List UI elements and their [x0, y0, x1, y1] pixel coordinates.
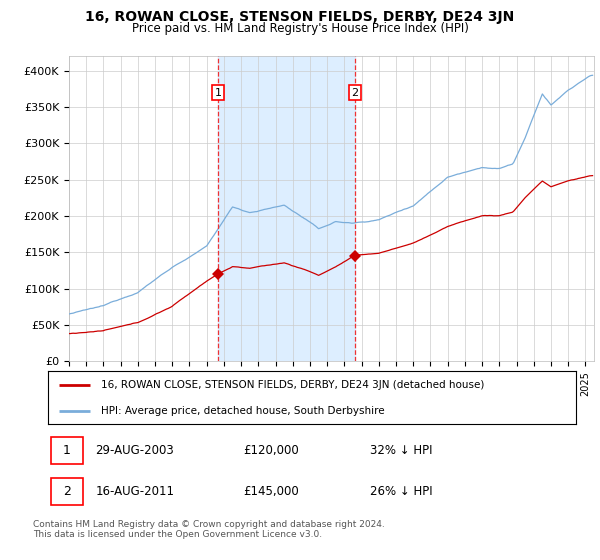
- FancyBboxPatch shape: [50, 437, 83, 464]
- FancyBboxPatch shape: [50, 478, 83, 505]
- Text: 16, ROWAN CLOSE, STENSON FIELDS, DERBY, DE24 3JN (detached house): 16, ROWAN CLOSE, STENSON FIELDS, DERBY, …: [101, 380, 484, 390]
- Bar: [218, 56, 355, 361]
- Text: £145,000: £145,000: [244, 485, 299, 498]
- Text: 2: 2: [63, 485, 71, 498]
- Text: 16-AUG-2011: 16-AUG-2011: [95, 485, 175, 498]
- Text: HPI: Average price, detached house, South Derbyshire: HPI: Average price, detached house, Sout…: [101, 406, 385, 416]
- Text: 16, ROWAN CLOSE, STENSON FIELDS, DERBY, DE24 3JN: 16, ROWAN CLOSE, STENSON FIELDS, DERBY, …: [85, 10, 515, 24]
- Text: 2: 2: [352, 87, 359, 97]
- Text: Contains HM Land Registry data © Crown copyright and database right 2024.
This d: Contains HM Land Registry data © Crown c…: [33, 520, 385, 539]
- Text: 1: 1: [215, 87, 221, 97]
- Text: Price paid vs. HM Land Registry's House Price Index (HPI): Price paid vs. HM Land Registry's House …: [131, 22, 469, 35]
- Text: 26% ↓ HPI: 26% ↓ HPI: [370, 485, 433, 498]
- Text: £120,000: £120,000: [244, 444, 299, 457]
- Text: 29-AUG-2003: 29-AUG-2003: [95, 444, 174, 457]
- Text: 1: 1: [63, 444, 71, 457]
- Text: 32% ↓ HPI: 32% ↓ HPI: [370, 444, 433, 457]
